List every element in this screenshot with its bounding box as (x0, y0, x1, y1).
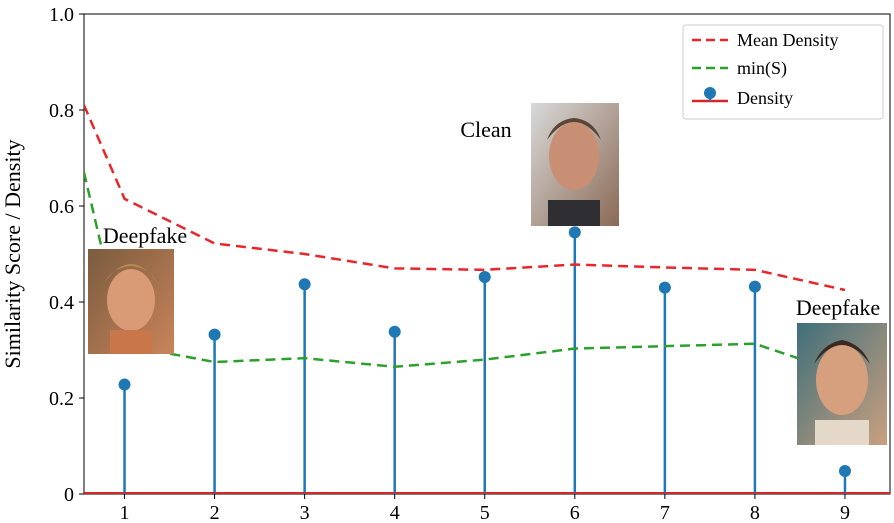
density-marker (208, 328, 221, 341)
x-tick-label: 2 (210, 502, 220, 523)
y-tick-label: 0.4 (49, 292, 74, 314)
y-tick-label: 0.6 (49, 196, 74, 218)
x-tick-label: 4 (390, 502, 400, 523)
legend-label-density: Density (737, 88, 793, 108)
y-axis-ticks: 0 0.2 0.4 0.6 0.8 1.0 (49, 4, 84, 506)
y-tick-label: 0.8 (49, 100, 74, 122)
x-tick-label: 3 (300, 502, 310, 523)
legend-swatch-density-marker (704, 87, 716, 99)
y-tick-label: 1.0 (49, 4, 74, 26)
min-s-line (84, 172, 846, 376)
x-axis-ticks: 1 2 3 4 5 6 7 8 9 (120, 494, 850, 523)
annotations: Deepfake Clean Deepfake (103, 117, 880, 320)
x-tick-label: 9 (840, 502, 850, 523)
density-marker (748, 280, 761, 293)
legend: Mean Density min(S) Density (682, 24, 884, 120)
annotation-clean-label: Clean (460, 117, 511, 142)
annotation-deepfake-label: Deepfake (103, 223, 187, 248)
density-marker (118, 378, 131, 391)
clean-face-image (531, 103, 619, 226)
y-tick-label: 0 (64, 484, 74, 506)
legend-label-min-s: min(S) (737, 58, 787, 79)
density-marker (658, 281, 671, 294)
density-marker (478, 271, 491, 284)
density-marker (388, 325, 401, 338)
legend-label-mean-density: Mean Density (737, 30, 838, 50)
density-marker (568, 226, 581, 239)
x-tick-label: 5 (480, 502, 490, 523)
x-tick-label: 1 (120, 502, 130, 523)
mean-density-line (84, 104, 846, 292)
annotation-deepfake-label: Deepfake (796, 295, 880, 320)
deepfake-face-image-2 (797, 323, 887, 445)
density-marker (298, 278, 311, 291)
deepfake-face-image-1 (88, 249, 174, 354)
x-tick-label: 6 (570, 502, 580, 523)
density-marker (838, 464, 851, 477)
plot-layer (84, 104, 890, 494)
y-axis-label: Similarity Score / Density (0, 139, 25, 368)
y-tick-label: 0.2 (49, 388, 74, 410)
x-tick-label: 7 (660, 502, 670, 523)
x-tick-label: 8 (750, 502, 760, 523)
